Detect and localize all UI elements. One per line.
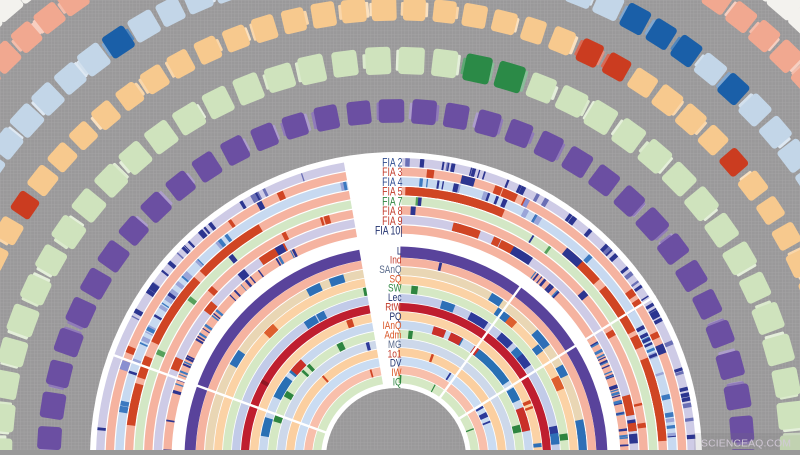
svg-text:FIA 10|: FIA 10| [375, 226, 403, 238]
svg-text:IQ: IQ [393, 376, 402, 388]
svg-text:SCIENCEAQ.COM: SCIENCEAQ.COM [701, 439, 791, 450]
